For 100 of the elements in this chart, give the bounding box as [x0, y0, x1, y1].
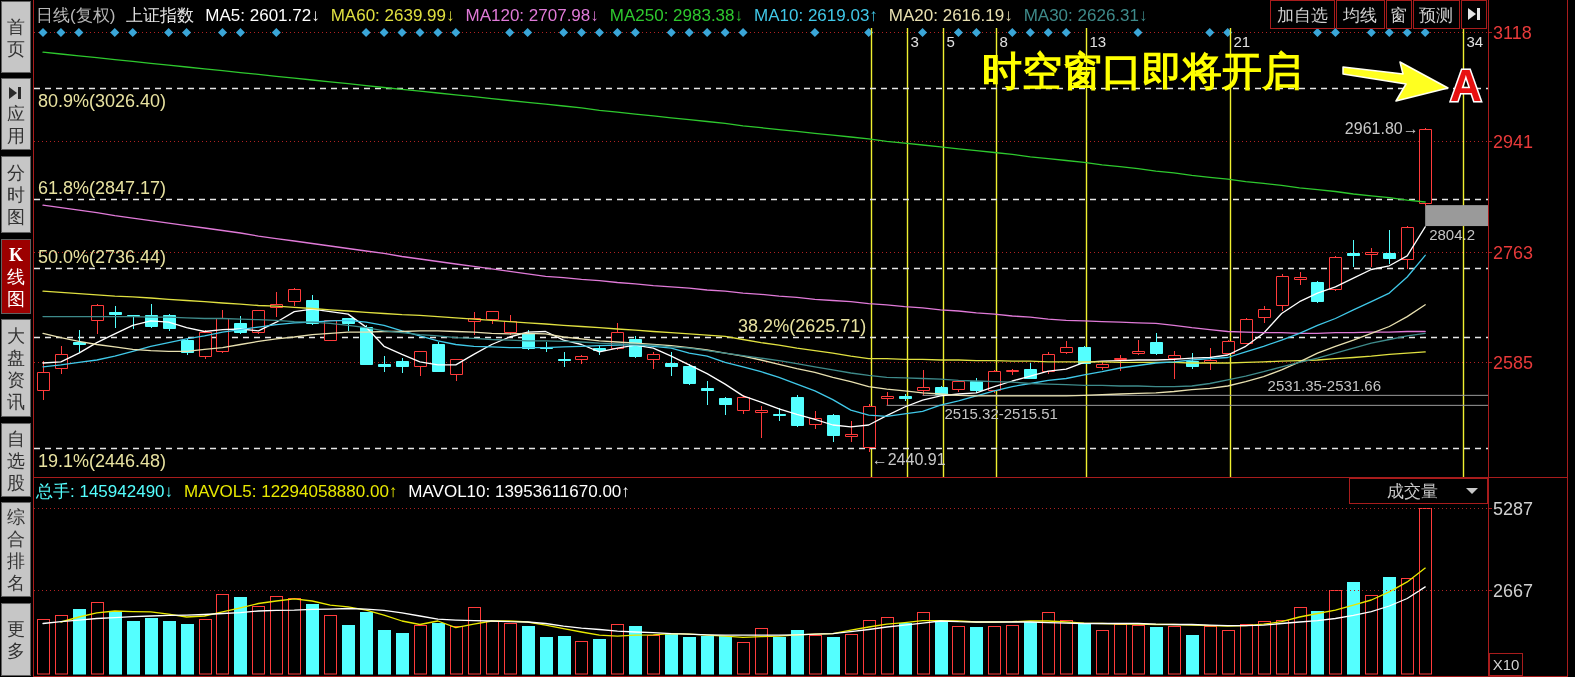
- text: MAVOL10: 13953611670.00↑: [408, 482, 630, 501]
- ref-line-label: 38.2%(2625.71): [738, 315, 867, 336]
- bar: [665, 634, 678, 675]
- annotation: 5: [946, 33, 955, 50]
- bar: [827, 637, 840, 675]
- ref-line-label: 19.1%(2446.48): [38, 450, 167, 471]
- bar: [396, 633, 409, 675]
- bar: [181, 624, 194, 675]
- bar: [899, 623, 912, 675]
- bar: [1168, 626, 1181, 675]
- bar: [73, 609, 86, 675]
- ref-line-label: 80.9%(3026.40): [38, 90, 167, 111]
- bar: [647, 635, 660, 675]
- bar: [755, 628, 768, 675]
- bar: [1186, 635, 1199, 675]
- bar: [468, 607, 481, 675]
- y-tick-label: 3118: [1493, 22, 1532, 43]
- bar: [1222, 630, 1235, 675]
- band-label: 2531.35-2531.66: [1267, 376, 1382, 394]
- bar: [1114, 624, 1127, 675]
- bar: [1294, 607, 1307, 675]
- text: 总手: 145942490↓: [35, 482, 174, 501]
- text: X10: [1492, 656, 1520, 673]
- bar: [342, 625, 355, 675]
- bar: [504, 623, 517, 675]
- bar: [1401, 578, 1414, 675]
- bar: [558, 636, 571, 675]
- chart-title: 日线(复权): [36, 6, 116, 25]
- bar: [432, 623, 445, 675]
- bar: [109, 611, 122, 675]
- sidebar-button: 更多: [1, 603, 31, 676]
- bar: [1006, 625, 1019, 675]
- text: 均线: [1342, 6, 1377, 25]
- annotation: 3: [910, 33, 919, 50]
- bar: [1276, 620, 1289, 675]
- bar: [1347, 582, 1360, 675]
- annotation: 34: [1466, 33, 1484, 50]
- bar: [1096, 630, 1109, 675]
- bar: [522, 626, 535, 675]
- bar: [1042, 612, 1055, 675]
- bar: [575, 641, 588, 675]
- bar: [252, 606, 265, 675]
- bar: [288, 598, 301, 675]
- bar: [1204, 626, 1217, 675]
- bar: [952, 626, 965, 675]
- bar: [845, 634, 858, 675]
- bar: [737, 642, 750, 675]
- text: MAVOL5: 12294058880.00↑: [184, 482, 398, 501]
- bar: [917, 612, 930, 675]
- sidebar-button: 首页: [1, 1, 31, 73]
- bar: [988, 626, 1001, 675]
- bar: [378, 630, 391, 675]
- bar: [486, 621, 499, 675]
- bar: [234, 597, 247, 675]
- bar: [1419, 508, 1432, 675]
- bar: [1060, 620, 1073, 675]
- annotation: 8: [999, 33, 1008, 50]
- text: MA10: 2619.03↑: [754, 6, 878, 25]
- bar: [360, 612, 373, 675]
- bar: [683, 637, 696, 675]
- text: MA120: 2707.98↓: [465, 6, 599, 25]
- bar: [1078, 624, 1091, 675]
- bar: [1132, 625, 1145, 675]
- bar: [611, 624, 624, 675]
- sidebar-button: 自选股: [1, 423, 31, 497]
- annotation: 13: [1089, 33, 1107, 50]
- bar: [324, 615, 337, 675]
- bar: [91, 602, 104, 675]
- bar: [199, 619, 212, 675]
- bar: [809, 635, 822, 675]
- text: MA30: 2626.31↓: [1023, 6, 1148, 25]
- sidebar-button: 大盘资讯: [1, 319, 31, 417]
- bar: [791, 630, 804, 675]
- annotation: 成交量: [1386, 482, 1438, 501]
- text: 预测: [1419, 6, 1453, 25]
- annotation: 2961.80→: [1344, 120, 1419, 137]
- sidebar-button: K线图: [1, 239, 31, 314]
- bar: [863, 620, 876, 675]
- bar: [1383, 577, 1396, 675]
- ref-line-label: 61.8%(2847.17): [38, 177, 167, 198]
- text: 窗: [1390, 6, 1407, 25]
- bar: [935, 621, 948, 675]
- bar: [881, 617, 894, 675]
- text: MA20: 2616.19↓: [888, 6, 1013, 25]
- bar: [55, 615, 68, 675]
- bar: [1258, 621, 1271, 675]
- text: MA60: 2639.99↓: [330, 6, 455, 25]
- y-tick-label: 2763: [1493, 242, 1534, 263]
- bar: [414, 625, 427, 675]
- chart-subtitle: 上证指数: [126, 6, 195, 25]
- bar: [163, 621, 176, 675]
- bar: [1240, 624, 1253, 675]
- bar: [1365, 595, 1378, 675]
- bar: [1024, 622, 1037, 675]
- bar: [306, 604, 319, 675]
- y-tick-label: 2941: [1493, 131, 1534, 152]
- sidebar-button: 分时图: [1, 156, 31, 233]
- annotation: 21: [1233, 33, 1251, 50]
- bar: [37, 619, 50, 675]
- bar: [145, 618, 158, 675]
